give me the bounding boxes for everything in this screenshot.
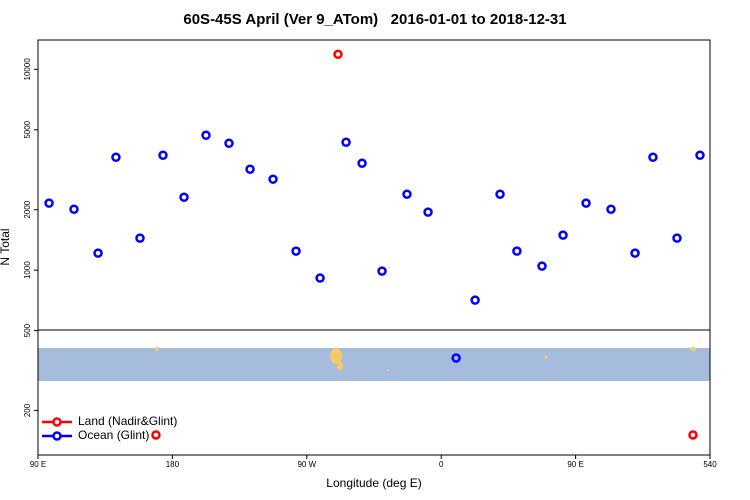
y-tick-label: 5000 <box>23 120 32 138</box>
point <box>179 192 189 202</box>
x-tick-label: 90 E <box>30 460 46 469</box>
y-axis-label: N Total <box>0 228 12 265</box>
point <box>648 152 658 162</box>
point <box>377 266 387 276</box>
x-tick-label: 0 <box>439 460 444 469</box>
point <box>151 430 161 440</box>
x-tick-label: 540 <box>703 460 717 469</box>
x-tick-label: 90 E <box>567 460 583 469</box>
legend-marker <box>52 431 62 441</box>
point <box>357 158 367 168</box>
point <box>44 198 54 208</box>
point <box>672 233 682 243</box>
point <box>268 174 278 184</box>
point <box>333 49 343 60</box>
chart-title: 60S-45S April (Ver 9_ATom) 2016-01-01 to… <box>183 11 566 28</box>
point <box>630 248 640 258</box>
plot-frame <box>37 39 711 456</box>
y-tick-label: 1000 <box>23 261 32 279</box>
point <box>423 207 433 217</box>
point <box>201 130 211 140</box>
point <box>224 138 234 148</box>
point <box>581 198 591 208</box>
y-tick-label: 500 <box>23 323 32 337</box>
point <box>158 150 168 161</box>
point <box>245 164 255 175</box>
point <box>470 295 480 305</box>
point <box>606 204 616 214</box>
point <box>69 204 79 214</box>
point <box>111 152 121 162</box>
point <box>451 353 461 363</box>
point <box>537 261 547 271</box>
point <box>135 233 145 243</box>
point <box>512 246 522 256</box>
point <box>291 246 301 256</box>
legend-label: Ocean (Glint) <box>78 428 149 442</box>
x-tick-label: 90 W <box>297 460 316 469</box>
point <box>93 248 103 258</box>
y-tick-label: 2000 <box>23 200 32 218</box>
point <box>558 230 568 240</box>
legend-label: Land (Nadir&Glint) <box>78 414 177 428</box>
y-tick-label: 200 <box>23 403 32 417</box>
x-axis-label: Longitude (deg E) <box>326 476 421 490</box>
point <box>688 430 698 440</box>
point <box>695 150 705 161</box>
point <box>341 137 351 147</box>
x-tick-label: 180 <box>166 460 180 469</box>
land-shapes <box>155 347 696 371</box>
y-tick-label: 10000 <box>23 58 32 81</box>
point <box>402 189 412 199</box>
point <box>315 273 325 283</box>
legend-marker <box>52 417 62 427</box>
map-strip <box>38 348 710 381</box>
point <box>495 189 505 199</box>
